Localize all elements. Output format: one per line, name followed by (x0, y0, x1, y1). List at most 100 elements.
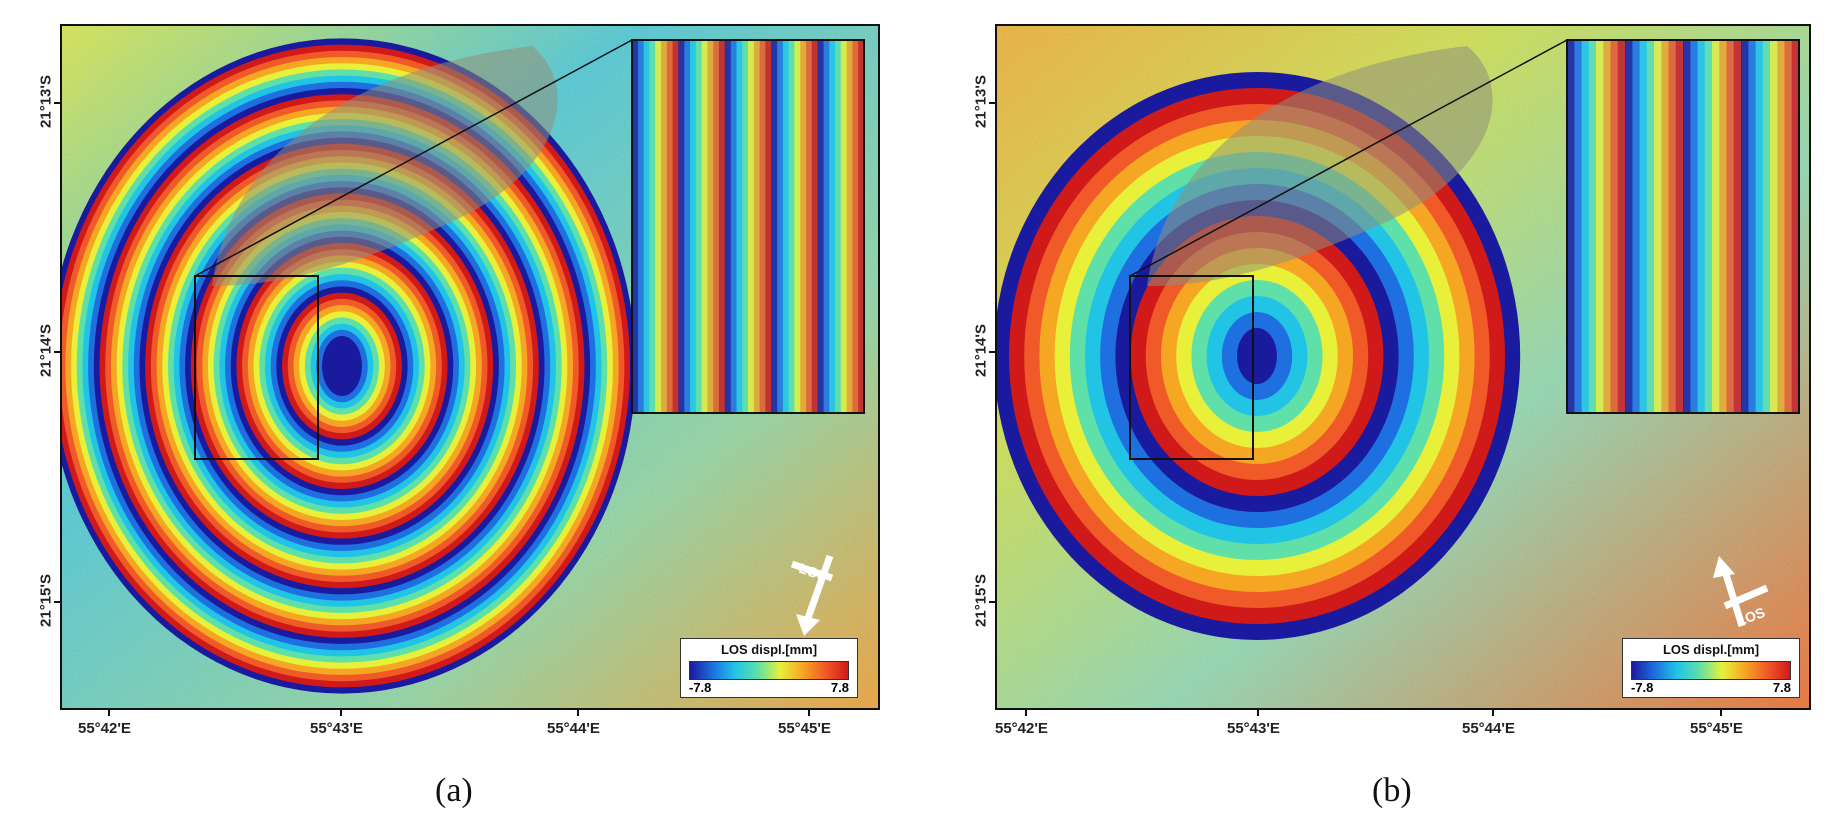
inset-fringe (765, 40, 772, 413)
inset-fringe (1683, 40, 1691, 413)
inset-fringe (742, 40, 749, 413)
lon-tick (808, 710, 810, 716)
inset-fringe (794, 40, 801, 413)
inset-fringe (730, 40, 737, 413)
inset-fringe (1770, 40, 1778, 413)
lat-label-b-1: 21°13'S (972, 75, 990, 128)
legend-a: LOS displ.[mm] -7.8 7.8 (680, 638, 858, 698)
inset-fringe (661, 40, 668, 413)
lat-tick (54, 102, 60, 104)
lat-label-b-2: 21°14'S (972, 324, 990, 377)
inset-fringe (1661, 40, 1669, 413)
inset-fringe (632, 40, 639, 413)
inset-fringe (1646, 40, 1655, 413)
legend-min-b: -7.8 (1631, 680, 1654, 695)
lon-label-a-4: 55°45'E (778, 720, 831, 737)
zoom-box-a (194, 275, 319, 460)
lat-tick (989, 102, 995, 104)
inset-fringe (719, 40, 726, 413)
inset-fringe (1639, 40, 1648, 413)
interferogram-map-b: LOS LOS displ.[mm] -7.8 7.8 (995, 24, 1811, 710)
inset-fringe (1719, 40, 1727, 413)
inset-fringe (753, 40, 761, 413)
inset-fringe (1762, 40, 1771, 413)
lon-tick (340, 710, 342, 716)
lat-label-b-3: 21°15'S (972, 574, 990, 627)
inset-fringe (1588, 40, 1597, 413)
legend-max-a: 7.8 (830, 680, 849, 695)
panel-caption-a: (a) (435, 772, 473, 809)
lon-tick (1720, 710, 1722, 716)
inset-fringe (1581, 40, 1590, 413)
inset-fringe (1697, 40, 1706, 413)
inset-fringe (1567, 40, 1575, 413)
inset-fringe (643, 40, 650, 413)
incoherent-zone-b (1147, 46, 1493, 286)
lat-tick (54, 351, 60, 353)
inset-fringe (637, 40, 645, 413)
inset-fringe (1733, 40, 1742, 413)
lon-tick (108, 710, 110, 716)
inset-fringe (759, 40, 766, 413)
legend-max-b: 7.8 (1772, 680, 1791, 695)
lon-label-a-3: 55°44'E (547, 720, 600, 737)
inset-fringe (806, 40, 813, 413)
lon-label-b-4: 55°45'E (1690, 720, 1743, 737)
lat-tick (54, 601, 60, 603)
inset-fringe (829, 40, 836, 413)
legend-title-a: LOS displ.[mm] (720, 642, 818, 657)
inset-fringe (823, 40, 830, 413)
inset-fringe (852, 40, 859, 413)
legend-colorbar-a (689, 661, 849, 680)
inset-fringe (1617, 40, 1626, 413)
inset-fringe (713, 40, 720, 413)
lon-tick (577, 710, 579, 716)
inset-fringe (1610, 40, 1619, 413)
zoom-line-a (194, 39, 633, 277)
lon-label-b-3: 55°44'E (1462, 720, 1515, 737)
fringe-ring (322, 336, 362, 396)
inset-fringe (701, 40, 708, 413)
inset-fringe (748, 40, 755, 413)
fringe-rings-a (62, 38, 636, 694)
inset-fringe (655, 40, 662, 413)
inset-fringe (1675, 40, 1684, 413)
lon-label-a-1: 55°42'E (78, 720, 131, 737)
lon-tick (1257, 710, 1259, 716)
lat-label-a-2: 21°14'S (37, 324, 55, 377)
lat-tick (989, 351, 995, 353)
inset-fringe (1784, 40, 1793, 413)
interferogram-map-a: LOS LOS displ.[mm] -7.8 7.8 (60, 24, 880, 710)
inset-fringe (649, 40, 656, 413)
legend-title-b: LOS displ.[mm] (1662, 642, 1760, 657)
inset-fringe (1625, 40, 1633, 413)
inset-fringe (788, 40, 795, 413)
lon-tick (1025, 710, 1027, 716)
inset-fringe (800, 40, 807, 413)
inset-fringe (1712, 40, 1720, 413)
inset-fringe (666, 40, 674, 413)
panel-a: LOS LOS displ.[mm] -7.8 7.8 21°13'S 21°1… (37, 24, 880, 809)
panel-b: LOS LOS displ.[mm] -7.8 7.8 21°13'S 21°1… (922, 0, 1844, 833)
inset-fringe (782, 40, 790, 413)
inset-fringe (846, 40, 853, 413)
zoom-box-b (1129, 275, 1254, 460)
inset-fringe (1654, 40, 1662, 413)
inset-fringe (1596, 40, 1604, 413)
inset-fringe (1632, 40, 1640, 413)
inset-fringe (1777, 40, 1785, 413)
lon-label-b-2: 55°43'E (1227, 720, 1280, 737)
fringe-ring (1237, 328, 1277, 384)
inset-fringe (1574, 40, 1582, 413)
inset-fringe (858, 40, 865, 413)
inset-fringe (672, 40, 679, 413)
inset-fringe (1704, 40, 1713, 413)
inset-b (1566, 39, 1800, 414)
inset-fringe (1791, 40, 1800, 413)
inset-fringe (736, 40, 743, 413)
inset-fringe (707, 40, 714, 413)
inset-fringe (1726, 40, 1735, 413)
inset-fringe (840, 40, 848, 413)
lon-label-a-2: 55°43'E (310, 720, 363, 737)
inset-fringe (690, 40, 697, 413)
